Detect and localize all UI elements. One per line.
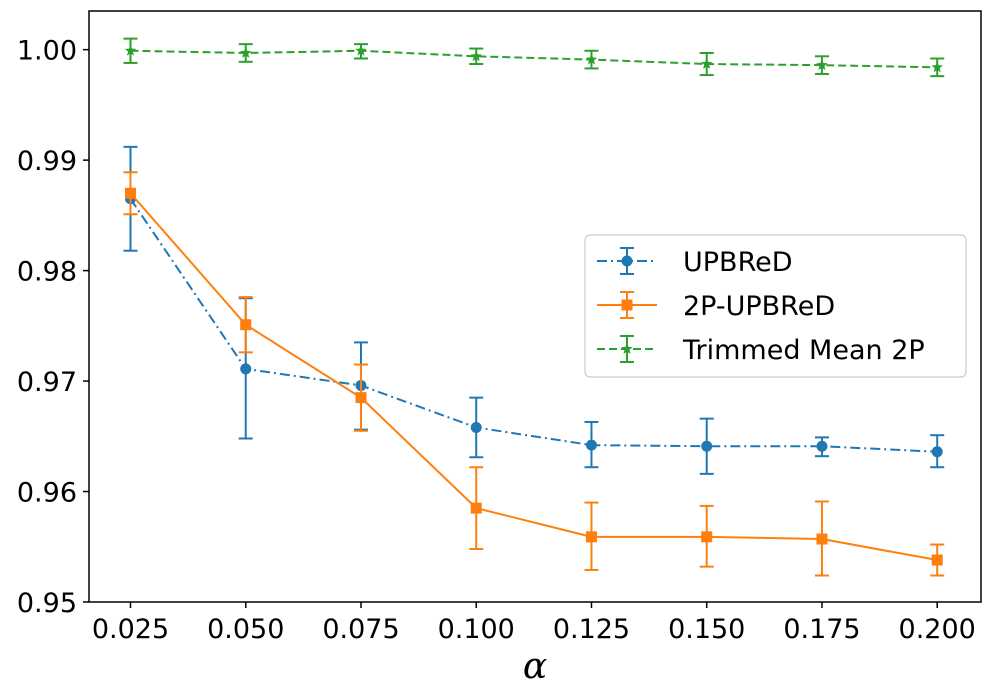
legend-item: UPBReD (597, 247, 793, 278)
data-point (124, 44, 137, 56)
x-tick-label: 0.100 (438, 614, 515, 645)
data-point (355, 44, 367, 56)
legend-label: Trimmed Mean 2P (682, 335, 925, 366)
x-tick-label: 0.150 (668, 614, 745, 645)
x-tick-label: 0.050 (207, 614, 284, 645)
data-point (355, 392, 367, 404)
series-upbred (123, 145, 945, 475)
data-point (816, 533, 828, 545)
legend: UPBReD 2P-UPBReD Trimmed Mean 2P (584, 234, 967, 378)
legend-item: Trimmed Mean 2P (597, 335, 925, 366)
data-point (240, 319, 252, 331)
y-tick-label: 0.95 (17, 588, 77, 619)
series-line (130, 49, 938, 69)
data-point (585, 439, 597, 451)
x-tick-label: 0.075 (322, 614, 399, 645)
data-point (240, 46, 252, 58)
data-point (931, 446, 943, 458)
data-point (701, 440, 713, 452)
x-tick-label: 0.025 (92, 614, 169, 645)
legend-marker (621, 343, 633, 354)
data-point (701, 531, 713, 543)
data-point (585, 531, 597, 543)
legend-label: UPBReD (683, 247, 793, 278)
series-line (129, 198, 938, 453)
x-axis-label: α (523, 646, 547, 687)
legend-item: 2P-UPBReD (597, 291, 835, 322)
data-point (816, 59, 828, 70)
series-trimmed-mean-2p (123, 37, 945, 78)
legend-marker (621, 299, 633, 311)
data-point (585, 53, 598, 65)
data-point (124, 187, 136, 199)
y-tick-label: 0.98 (17, 257, 77, 288)
y-tick-label: 0.96 (17, 478, 77, 509)
plot-area (123, 37, 945, 577)
y-tick-label: 0.97 (17, 367, 77, 398)
x-tick-label: 0.175 (783, 614, 860, 645)
series-line (129, 192, 938, 562)
data-point (470, 502, 482, 514)
legend-box (584, 234, 967, 378)
axes-frame (88, 10, 982, 603)
legend-label: 2P-UPBReD (683, 291, 835, 322)
x-tick-label: 0.200 (899, 614, 976, 645)
data-point (240, 363, 252, 375)
data-point (931, 554, 943, 566)
legend-marker (621, 255, 633, 267)
series-2p-upbred (123, 171, 945, 577)
axis-ticks: 0.025 0.050 0.075 0.100 0.125 0.150 0.175 0.200… (17, 36, 976, 645)
x-tick-label: 0.125 (553, 614, 630, 645)
data-point (470, 50, 482, 62)
data-point (470, 421, 482, 433)
y-tick-label: 0.99 (17, 146, 77, 177)
data-point (816, 440, 828, 452)
data-point (701, 58, 713, 69)
data-point (931, 61, 943, 73)
y-tick-label: 1.00 (17, 36, 77, 67)
